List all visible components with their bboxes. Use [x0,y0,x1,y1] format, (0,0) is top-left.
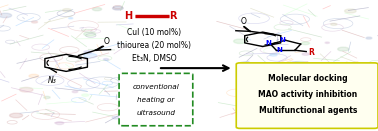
Circle shape [306,103,318,107]
Circle shape [68,17,73,19]
Text: heating or: heating or [137,97,174,103]
Circle shape [56,122,64,125]
Circle shape [84,53,97,58]
Circle shape [32,21,37,23]
Circle shape [84,51,92,53]
Text: N₃: N₃ [47,76,56,85]
Circle shape [366,37,372,39]
Text: MAO activity inhibition: MAO activity inhibition [258,90,357,99]
Circle shape [345,9,356,13]
Text: Molecular docking: Molecular docking [268,74,347,83]
FancyBboxPatch shape [119,73,193,126]
Circle shape [84,32,96,36]
Circle shape [29,74,39,78]
Circle shape [72,91,78,93]
FancyBboxPatch shape [236,63,378,128]
Text: CuI (10 mol%): CuI (10 mol%) [127,28,181,37]
Circle shape [325,42,329,43]
Circle shape [302,53,309,55]
Text: R: R [308,48,314,57]
Text: Et₃N, DMSO: Et₃N, DMSO [132,54,177,63]
Circle shape [234,39,246,43]
Circle shape [62,9,71,12]
Circle shape [270,54,277,56]
Circle shape [82,94,89,96]
Circle shape [294,101,303,104]
Circle shape [337,101,342,103]
Text: O: O [104,37,110,46]
Circle shape [295,61,305,65]
Circle shape [92,8,102,11]
Circle shape [103,58,109,60]
Text: N: N [266,40,271,46]
Text: thiourea (20 mol%): thiourea (20 mol%) [117,41,191,50]
Text: conventional: conventional [132,84,179,90]
Circle shape [0,13,12,18]
Text: O: O [240,17,246,26]
Circle shape [44,96,50,99]
Circle shape [112,116,120,119]
Text: ultrasound: ultrasound [136,110,175,116]
Text: H: H [124,11,133,21]
Circle shape [302,42,310,45]
Circle shape [113,6,123,10]
Text: Multifunctional agents: Multifunctional agents [259,106,357,114]
Circle shape [299,83,306,85]
Text: N: N [276,47,282,53]
Circle shape [338,47,349,51]
Text: R: R [169,11,177,21]
Text: N: N [280,37,285,43]
Circle shape [318,96,322,98]
Circle shape [9,113,23,118]
Circle shape [331,23,337,25]
Circle shape [243,115,247,116]
Circle shape [19,87,33,92]
Circle shape [364,66,376,71]
Circle shape [311,67,318,70]
